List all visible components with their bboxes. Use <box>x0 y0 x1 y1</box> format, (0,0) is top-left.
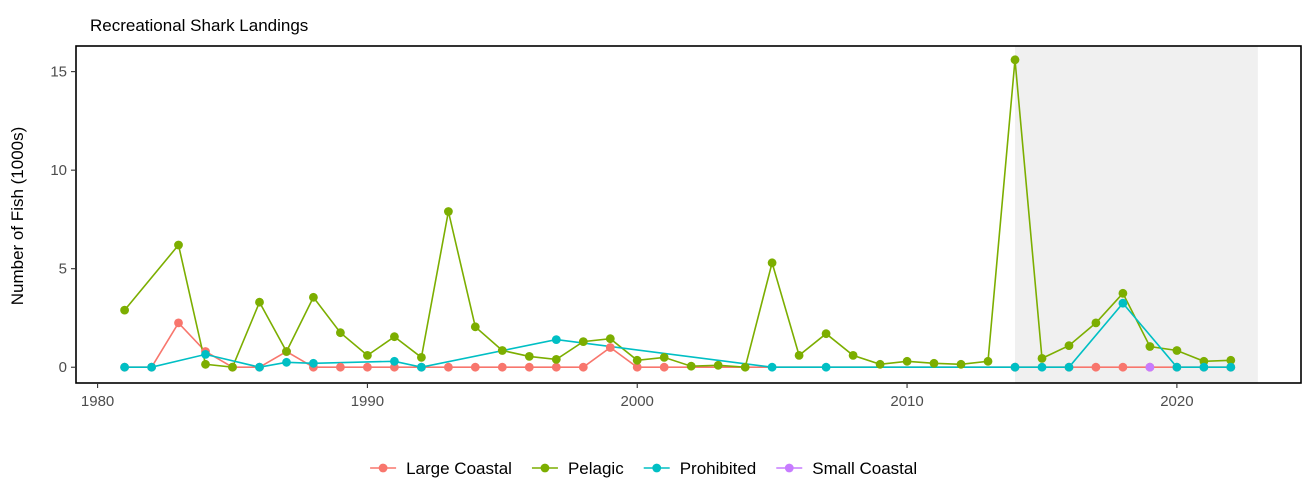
data-point-1-26 <box>848 351 858 360</box>
data-point-1-7 <box>336 328 345 338</box>
data-point-2-0 <box>120 362 129 372</box>
x-tick-label-4: 2020 <box>1160 393 1193 410</box>
data-point-2-4 <box>282 357 291 367</box>
legend-label-1: Pelagic <box>568 459 624 478</box>
data-point-2-8 <box>551 335 561 344</box>
data-point-1-40 <box>1226 355 1236 365</box>
data-point-1-15 <box>551 355 561 364</box>
data-point-3-0 <box>1145 362 1155 372</box>
data-point-1-3 <box>228 362 237 372</box>
data-point-1-14 <box>524 352 534 361</box>
legend-key-point-3 <box>784 463 794 473</box>
data-point-0-9 <box>363 362 372 372</box>
data-point-2-11 <box>1010 362 1020 372</box>
legend-label-3: Small Coastal <box>812 459 917 478</box>
data-point-1-0 <box>120 305 129 315</box>
shaded-region <box>1014 46 1258 383</box>
data-point-2-1 <box>147 362 157 372</box>
data-point-2-15 <box>1172 362 1182 372</box>
data-point-1-36 <box>1118 288 1128 298</box>
x-tick-label-3: 2010 <box>890 393 923 410</box>
data-point-1-29 <box>929 358 939 368</box>
data-point-1-21 <box>713 360 723 370</box>
chart-title: Recreational Shark Landings <box>90 16 308 35</box>
data-point-1-28 <box>902 356 912 366</box>
data-point-1-9 <box>390 332 399 342</box>
data-point-0-2 <box>174 318 183 328</box>
legend-label-0: Large Coastal <box>406 459 512 478</box>
data-point-2-9 <box>767 362 777 372</box>
data-point-2-7 <box>417 362 426 372</box>
plot-layer: 0 5 10 15 1980 1990 2000 2010 2020 <box>50 45 1302 410</box>
x-tick-label-2: 2000 <box>621 393 654 410</box>
data-point-1-16 <box>578 337 588 346</box>
data-point-2-16 <box>1199 362 1209 372</box>
data-point-1-8 <box>363 351 372 360</box>
data-point-2-13 <box>1064 362 1074 372</box>
data-point-1-5 <box>282 347 291 356</box>
data-point-1-34 <box>1064 341 1074 350</box>
data-point-0-15 <box>524 362 534 372</box>
data-point-1-22 <box>740 362 750 372</box>
legend-key-point-0 <box>378 463 388 473</box>
data-point-2-12 <box>1037 362 1047 372</box>
data-point-1-27 <box>875 359 885 369</box>
data-point-1-33 <box>1037 354 1047 363</box>
data-point-1-31 <box>983 356 993 366</box>
legend-key-point-2 <box>652 463 662 473</box>
data-point-1-4 <box>255 297 264 307</box>
data-point-0-23 <box>1091 362 1101 372</box>
data-point-1-18 <box>632 355 642 365</box>
data-point-1-10 <box>417 353 426 362</box>
data-point-2-5 <box>309 358 318 368</box>
data-point-2-2 <box>201 350 210 359</box>
legend-key-point-1 <box>540 463 550 473</box>
legend-label-2: Prohibited <box>680 459 757 478</box>
data-point-1-19 <box>659 353 669 362</box>
data-point-1-25 <box>821 329 831 339</box>
data-point-1-37 <box>1145 342 1155 351</box>
data-point-2-14 <box>1118 298 1128 308</box>
legend: Large Coastal Pelagic Prohibited Small Coas… <box>370 459 917 478</box>
data-point-0-14 <box>497 362 507 372</box>
data-point-2-6 <box>390 356 399 366</box>
plot-border <box>75 45 1302 384</box>
data-point-0-19 <box>632 362 642 372</box>
data-point-1-24 <box>794 351 804 360</box>
x-tick-label-1: 1990 <box>351 393 384 410</box>
y-tick-label-3: 15 <box>50 64 67 81</box>
data-point-0-18 <box>605 343 615 352</box>
data-point-1-38 <box>1172 346 1182 355</box>
data-point-1-30 <box>956 359 966 369</box>
data-point-1-23 <box>767 258 777 268</box>
data-point-1-6 <box>309 292 318 302</box>
data-point-0-17 <box>578 362 588 372</box>
data-point-2-17 <box>1226 362 1236 372</box>
data-point-2-3 <box>255 362 264 372</box>
data-point-0-24 <box>1118 362 1128 372</box>
data-point-1-35 <box>1091 318 1101 328</box>
y-tick-label-1: 5 <box>59 261 67 278</box>
x-tick-label-0: 1980 <box>81 393 114 410</box>
data-point-1-17 <box>605 334 615 344</box>
data-point-1-32 <box>1010 55 1020 65</box>
data-point-0-8 <box>336 362 345 372</box>
data-point-0-20 <box>659 362 669 372</box>
data-point-1-13 <box>497 346 507 355</box>
data-point-1-11 <box>444 207 453 216</box>
data-point-1-2 <box>201 359 210 369</box>
data-point-1-20 <box>686 361 696 371</box>
data-point-1-1 <box>174 240 183 250</box>
y-tick-label-2: 10 <box>50 162 67 179</box>
data-point-0-12 <box>444 362 453 372</box>
y-axis-title: Number of Fish (1000s) <box>8 127 27 306</box>
data-point-2-10 <box>821 362 831 372</box>
y-tick-label-0: 0 <box>59 359 67 376</box>
data-point-1-12 <box>470 322 480 332</box>
data-point-0-16 <box>551 362 561 372</box>
data-point-0-13 <box>470 362 480 372</box>
